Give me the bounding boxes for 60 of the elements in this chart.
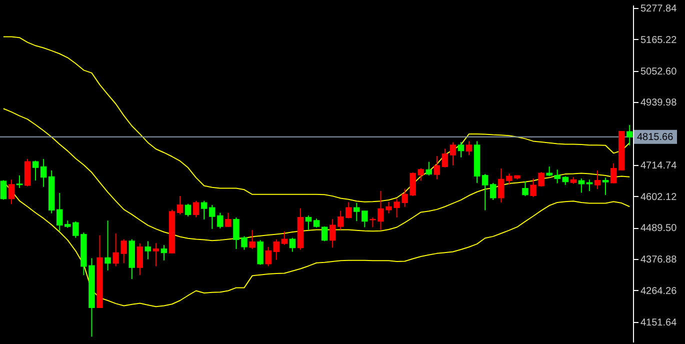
candlestick — [458, 142, 464, 158]
y-tick-label: 5165.22 — [640, 34, 678, 46]
candlestick — [354, 202, 360, 222]
candlestick — [152, 242, 160, 267]
ref-line-label: 4815.66 — [637, 132, 674, 143]
candlestick — [16, 174, 23, 188]
y-tick-label: 4602.12 — [640, 192, 678, 203]
y-tick-label: 4376.88 — [640, 254, 678, 266]
candlestick — [40, 158, 47, 188]
candlestick — [482, 174, 488, 211]
candlestick — [418, 168, 424, 182]
y-tick-label: 5277.84 — [640, 4, 678, 15]
line-series — [2, 36, 630, 202]
candlestick — [305, 215, 312, 230]
y-tick-label: 4264.26 — [640, 286, 678, 297]
candlestick — [586, 179, 593, 192]
candlestick — [337, 210, 344, 230]
candlestick — [184, 203, 192, 217]
candlestick — [8, 179, 15, 205]
candlestick — [56, 192, 63, 232]
candlestick — [321, 226, 328, 242]
candlestick — [24, 158, 31, 187]
candlestick — [265, 246, 272, 267]
candlestick — [0, 180, 7, 200]
candlestick — [466, 140, 472, 156]
candlestick — [249, 230, 256, 250]
y-tick-label: 4939.98 — [640, 98, 678, 109]
y-tick-label: 5052.60 — [640, 66, 678, 78]
candlestick — [144, 240, 152, 260]
y-tick-label: 4489.50 — [640, 223, 678, 234]
candlestick — [104, 220, 111, 271]
candlestick — [217, 212, 224, 229]
candlestick — [273, 239, 280, 260]
candlestick — [289, 237, 296, 252]
candlestick — [362, 210, 368, 228]
candlestick — [160, 244, 168, 261]
candlestick — [522, 180, 528, 197]
candlestick — [450, 142, 456, 166]
candlestick — [442, 148, 448, 168]
candlestick — [257, 240, 264, 266]
candlestick — [281, 230, 288, 246]
candlestick — [192, 200, 200, 218]
candlestick — [426, 161, 432, 176]
candlestick — [176, 196, 184, 215]
candlestick — [490, 182, 496, 200]
candlestick — [610, 162, 617, 184]
y-tick-label: 4151.64 — [640, 317, 678, 328]
candlestick — [626, 124, 633, 146]
candlestick — [434, 155, 440, 180]
candlestick — [201, 200, 208, 220]
candlestick — [594, 170, 601, 190]
candlestick — [578, 178, 585, 194]
candlestick — [225, 212, 232, 228]
candlestick — [346, 202, 352, 219]
candlestick — [329, 218, 336, 248]
candlestick — [136, 242, 143, 276]
candlestick — [602, 177, 609, 196]
candlestick — [32, 160, 39, 181]
y-tick-label: 4714.74 — [640, 160, 678, 172]
candlestick — [209, 204, 216, 230]
